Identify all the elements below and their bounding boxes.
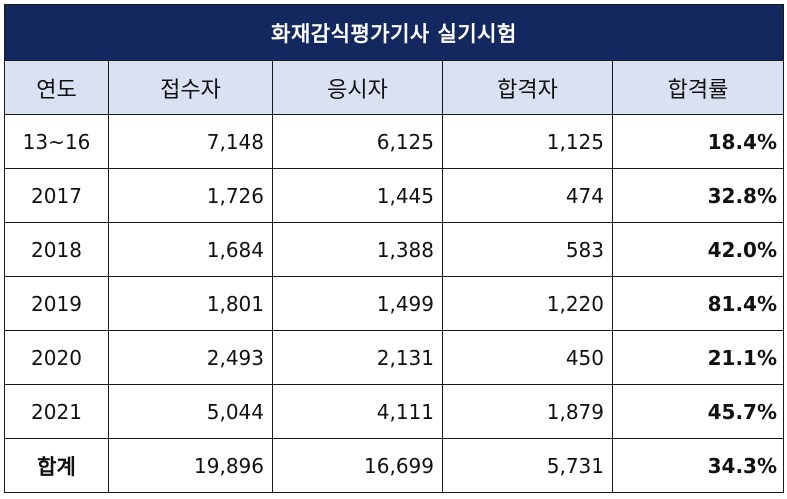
header-examinees: 응시자 bbox=[272, 60, 443, 115]
total-row: 합계 19,896 16,699 5,731 34.3% bbox=[4, 438, 785, 493]
header-year: 연도 bbox=[4, 60, 109, 115]
cell-passers: 1,879 bbox=[442, 384, 613, 439]
cell-examinees: 4,111 bbox=[272, 384, 443, 439]
cell-passers: 1,220 bbox=[442, 276, 613, 331]
header-row: 연도 접수자 응시자 합격자 합격률 bbox=[4, 60, 785, 115]
header-applicants: 접수자 bbox=[108, 60, 273, 115]
cell-applicants: 5,044 bbox=[108, 384, 273, 439]
cell-examinees: 6,125 bbox=[272, 114, 443, 169]
total-passers: 5,731 bbox=[442, 438, 613, 493]
cell-examinees: 1,445 bbox=[272, 168, 443, 223]
cell-passers: 450 bbox=[442, 330, 613, 385]
cell-applicants: 2,493 bbox=[108, 330, 273, 385]
title-row: 화재감식평가기사 실기시험 bbox=[3, 4, 785, 61]
table-row: 2017 1,726 1,445 474 32.8% bbox=[4, 168, 785, 223]
cell-pass-rate: 81.4% bbox=[611, 276, 785, 331]
header-passers: 합격자 bbox=[442, 60, 613, 115]
cell-year: 2021 bbox=[4, 384, 109, 439]
cell-pass-rate: 21.1% bbox=[611, 330, 785, 385]
table-row: 2019 1,801 1,499 1,220 81.4% bbox=[4, 276, 785, 331]
cell-pass-rate: 32.8% bbox=[611, 168, 785, 223]
cell-applicants: 7,148 bbox=[108, 114, 273, 169]
cell-year: 2020 bbox=[4, 330, 109, 385]
total-pass-rate: 34.3% bbox=[611, 438, 785, 493]
cell-examinees: 1,388 bbox=[272, 222, 443, 277]
total-label: 합계 bbox=[4, 438, 109, 493]
table-title: 화재감식평가기사 실기시험 bbox=[3, 4, 785, 61]
cell-year: 2017 bbox=[4, 168, 109, 223]
table-row: 2018 1,684 1,388 583 42.0% bbox=[4, 222, 785, 277]
total-applicants: 19,896 bbox=[108, 438, 273, 493]
cell-passers: 1,125 bbox=[442, 114, 613, 169]
cell-pass-rate: 42.0% bbox=[611, 222, 785, 277]
cell-passers: 474 bbox=[442, 168, 613, 223]
header-pass-rate: 합격률 bbox=[611, 60, 785, 115]
cell-pass-rate: 18.4% bbox=[611, 114, 785, 169]
cell-pass-rate: 45.7% bbox=[611, 384, 785, 439]
table-row: 2020 2,493 2,131 450 21.1% bbox=[4, 330, 785, 385]
cell-applicants: 1,801 bbox=[108, 276, 273, 331]
cell-applicants: 1,684 bbox=[108, 222, 273, 277]
cell-examinees: 2,131 bbox=[272, 330, 443, 385]
exam-stats-table: 화재감식평가기사 실기시험 연도 접수자 응시자 합격자 합격률 13~16 7… bbox=[3, 4, 785, 493]
exam-stats-table-frame: 화재감식평가기사 실기시험 연도 접수자 응시자 합격자 합격률 13~16 7… bbox=[3, 4, 785, 495]
cell-year: 2019 bbox=[4, 276, 109, 331]
cell-year: 2018 bbox=[4, 222, 109, 277]
total-examinees: 16,699 bbox=[272, 438, 443, 493]
table-row: 2021 5,044 4,111 1,879 45.7% bbox=[4, 384, 785, 439]
table-row: 13~16 7,148 6,125 1,125 18.4% bbox=[4, 114, 785, 169]
cell-year: 13~16 bbox=[4, 114, 109, 169]
cell-examinees: 1,499 bbox=[272, 276, 443, 331]
cell-applicants: 1,726 bbox=[108, 168, 273, 223]
cell-passers: 583 bbox=[442, 222, 613, 277]
